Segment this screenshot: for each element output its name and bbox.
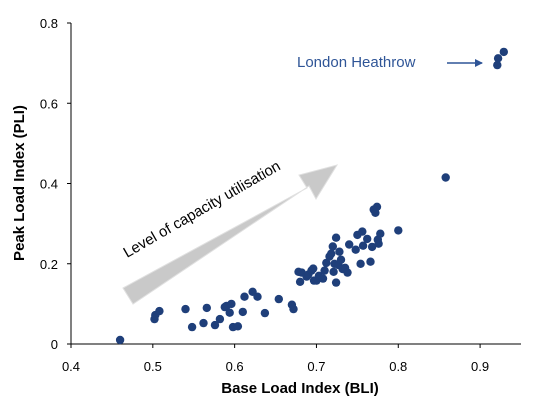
data-point bbox=[233, 322, 243, 331]
data-points bbox=[115, 47, 508, 345]
data-point bbox=[199, 318, 208, 328]
data-point bbox=[367, 242, 377, 252]
data-point bbox=[493, 60, 502, 70]
data-point bbox=[240, 292, 249, 301]
data-point bbox=[374, 239, 383, 248]
data-point bbox=[295, 277, 305, 286]
data-point bbox=[187, 322, 197, 332]
x-tick-label: 0.4 bbox=[62, 359, 80, 374]
y-axis-ticks: 0 0.2 0.4 0.6 0.8 bbox=[40, 16, 71, 352]
data-point bbox=[336, 255, 346, 264]
data-point bbox=[274, 294, 283, 304]
heathrow-callout: London Heathrow bbox=[297, 54, 483, 71]
data-point bbox=[327, 249, 336, 258]
data-point bbox=[155, 306, 164, 316]
callout-label: London Heathrow bbox=[297, 54, 416, 71]
data-point bbox=[322, 258, 331, 268]
x-tick-label: 0.8 bbox=[389, 359, 407, 374]
y-axis-title: Peak Load Index (PLI) bbox=[11, 105, 28, 261]
data-point bbox=[351, 245, 360, 254]
data-point bbox=[328, 242, 337, 251]
y-tick-label: 0.4 bbox=[40, 177, 58, 192]
x-tick-label: 0.6 bbox=[226, 359, 244, 374]
data-point bbox=[358, 241, 368, 250]
trend-arrow-shape bbox=[122, 164, 339, 305]
y-tick-label: 0.8 bbox=[40, 16, 58, 31]
data-point bbox=[329, 267, 338, 276]
y-tick-label: 0 bbox=[51, 337, 58, 352]
data-point bbox=[289, 304, 298, 314]
x-tick-label: 0.5 bbox=[144, 359, 162, 374]
data-point bbox=[202, 303, 211, 313]
capacity-trend-arrow: Level of capacity utilisation bbox=[121, 158, 339, 305]
data-point bbox=[356, 259, 365, 268]
x-axis-ticks: 0.4 0.5 0.6 0.7 0.8 0.9 bbox=[62, 344, 489, 374]
data-point bbox=[441, 173, 450, 182]
x-tick-label: 0.9 bbox=[471, 359, 489, 374]
data-point bbox=[260, 308, 270, 318]
y-tick-label: 0.6 bbox=[40, 96, 58, 111]
data-point bbox=[115, 335, 125, 345]
data-point bbox=[331, 278, 341, 287]
data-point bbox=[181, 304, 190, 314]
x-axis-title: Base Load Index (BLI) bbox=[221, 380, 379, 397]
data-point bbox=[493, 54, 503, 63]
x-tick-label: 0.7 bbox=[307, 359, 325, 374]
data-point bbox=[227, 299, 236, 309]
data-point bbox=[215, 314, 225, 324]
data-point bbox=[309, 264, 318, 273]
data-point bbox=[343, 268, 352, 277]
data-point bbox=[499, 47, 508, 57]
data-point bbox=[372, 202, 382, 211]
data-point bbox=[225, 308, 234, 317]
data-point bbox=[318, 274, 328, 283]
data-point bbox=[331, 233, 341, 242]
data-point bbox=[320, 266, 329, 275]
data-point bbox=[210, 320, 220, 330]
data-point bbox=[238, 307, 247, 317]
data-point bbox=[335, 247, 344, 256]
data-point bbox=[363, 234, 372, 244]
data-point bbox=[345, 240, 354, 249]
data-point bbox=[253, 292, 262, 301]
data-point bbox=[376, 229, 385, 238]
data-point bbox=[366, 257, 375, 266]
y-tick-label: 0.2 bbox=[40, 257, 58, 272]
data-point bbox=[358, 227, 367, 236]
data-point bbox=[394, 226, 403, 235]
